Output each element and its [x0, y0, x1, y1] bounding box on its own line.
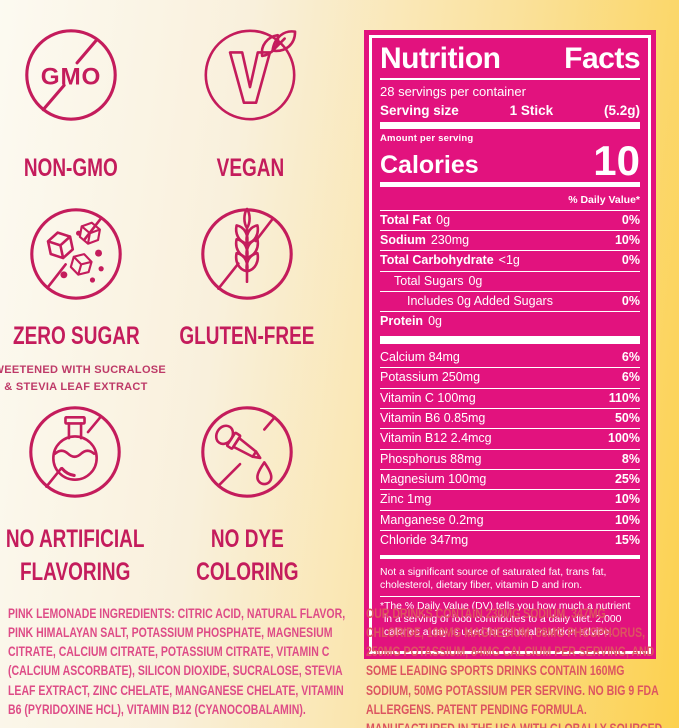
ingredients-paragraph: PINK LEMONADE INGREDIENTS: CITRIC ACID, …: [8, 606, 346, 717]
thick-separator: [380, 335, 640, 344]
nutrient-row-total-fat: Total Fat 0g 0%: [380, 209, 640, 230]
nutrient-row-sodium: Sodium 230mg 10%: [380, 229, 640, 250]
badge-vegan: VEGAN: [175, 23, 325, 185]
nutrient-row-manganese: Manganese 0.2mg 10%: [380, 509, 640, 530]
badge-label-no-dye-coloring: NO DYE COLORING: [195, 525, 299, 586]
nutrient-row-magnesium: Magnesium 100mg 25%: [380, 469, 640, 489]
nutrient-row-total-carbohydrate: Total Carbohydrate <1g 0%: [380, 250, 640, 270]
medium-separator: [380, 181, 640, 187]
nutrient-row-vitamin-b6: Vitamin B6 0.85mg 50%: [380, 407, 640, 428]
badge-label-zero-sugar: ZERO SUGAR: [12, 322, 140, 350]
gluten-free-icon: [201, 207, 293, 300]
badge-label-non-gmo: NON-GMO: [24, 154, 118, 182]
nutrient-row-added-sugars: Includes 0g Added Sugars 0%: [380, 291, 640, 311]
nutrient-row-chloride: Chloride 347mg 15%: [380, 530, 640, 550]
non-gmo-icon: GMO: [25, 29, 117, 121]
daily-value-header: % Daily Value*: [568, 193, 640, 206]
zero-sugar-icon: [30, 208, 122, 300]
calories-value: 10: [593, 136, 640, 184]
serving-size-row: Serving size 1 Stick (5.2g): [380, 103, 640, 118]
badge-gluten-free: GLUTEN-FREE: [172, 202, 322, 353]
nutrition-facts-panel: Nutrition Facts 28 servings per containe…: [364, 30, 656, 659]
zero-sugar-subtext: SWEETENED WITH SUCRALOSE & STEVIA LEAF EX…: [0, 364, 167, 393]
nutrient-row-phosphorus: Phosphorus 88mg 8%: [380, 448, 640, 469]
claims-paragraph: OUR DRINKS CONTAIN 230MG SODIUM, 347MG C…: [366, 606, 662, 728]
vegan-icon: [204, 29, 297, 121]
nutrient-row-total-sugars: Total Sugars 0g: [380, 270, 640, 291]
badge-non-gmo: GMO NON-GMO: [0, 23, 146, 185]
badge-no-dye-coloring: NO DYE COLORING: [172, 400, 322, 589]
amount-per-serving-label: Amount per serving: [380, 132, 474, 144]
badge-label-vegan: VEGAN: [216, 154, 284, 182]
nutrient-row-vitamin-b12: Vitamin B12 2.4mcg 100%: [380, 428, 640, 448]
nutrient-row-calcium: Calcium 84mg 6%: [380, 349, 640, 364]
calories-label: Calories: [380, 150, 479, 179]
nutrition-facts-inner: Nutrition Facts 28 servings per containe…: [369, 35, 651, 654]
badge-no-artificial-flavoring: NO ARTIFICIAL FLAVORING: [0, 400, 150, 589]
title-rule: [380, 77, 640, 80]
no-artificial-flavoring-icon: [29, 406, 121, 498]
badge-zero-sugar: ZERO SUGAR SWEETENED WITH SUCRALOSE & STE…: [0, 202, 166, 395]
calories-row: Calories 10: [380, 136, 640, 184]
nutrition-facts-title: Nutrition Facts: [380, 42, 641, 75]
nutrient-row-zinc: Zinc 1mg 10%: [380, 489, 640, 509]
servings-per-container: 28 servings per container: [380, 83, 526, 99]
serving-size-weight: (5.2g): [603, 102, 640, 118]
serving-size-value: 1 Stick: [509, 102, 554, 118]
medium-separator: [380, 554, 640, 559]
badge-label-gluten-free: GLUTEN-FREE: [179, 322, 315, 350]
nutrient-row-vitamin-c: Vitamin C 100mg 110%: [380, 387, 640, 408]
footnote-not-significant: Not a significant source of saturated fa…: [380, 566, 607, 591]
no-dye-coloring-icon: [201, 406, 293, 498]
hairline-separator: [380, 595, 640, 597]
gmo-icon-text: GMO: [41, 64, 102, 91]
badge-label-no-artificial-flavoring: NO ARTIFICIAL FLAVORING: [5, 525, 145, 586]
serving-size-label: Serving size: [380, 102, 459, 118]
footnote-daily-value: *The % Daily Value (DV) tells you how mu…: [380, 600, 631, 639]
thick-separator: [380, 121, 640, 129]
nutrient-row-protein: Protein 0g: [380, 311, 640, 331]
nutrient-row-potassium: Potassium 250mg 6%: [380, 367, 640, 387]
